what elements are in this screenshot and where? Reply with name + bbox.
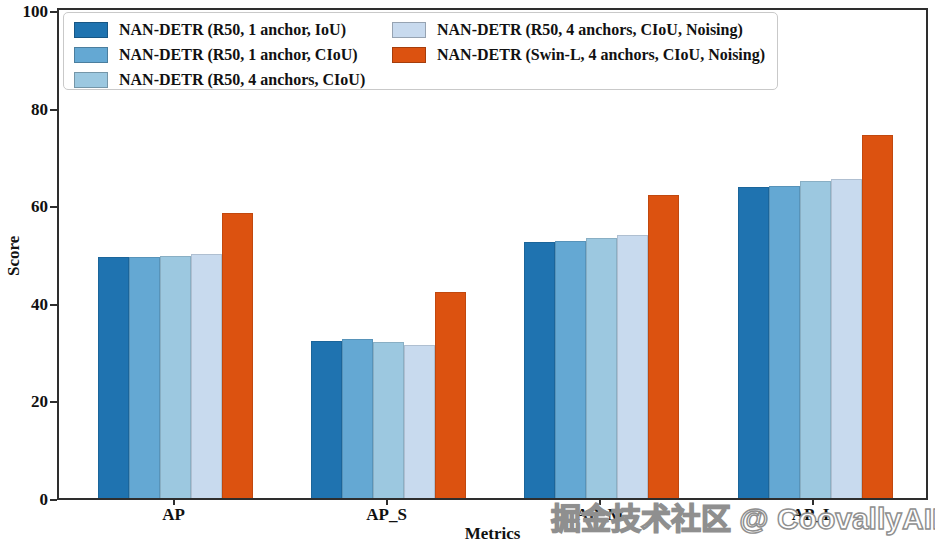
legend-swatch-icon [74, 47, 108, 63]
bar-AP_L-series1 [738, 187, 769, 498]
legend-label: NAN-DETR (R50, 1 anchor, CIoU) [119, 46, 358, 64]
bar-AP_M-series1 [524, 242, 555, 498]
y-tick [50, 401, 57, 403]
legend-swatch-icon [392, 47, 426, 63]
y-tick [50, 206, 57, 208]
legend-column-1: NAN-DETR (R50, 1 anchor, IoU) NAN-DETR (R… [74, 17, 365, 92]
y-tick-label-80: 80 [0, 99, 48, 121]
legend-item-2: NAN-DETR (R50, 1 anchor, CIoU) [74, 42, 365, 67]
legend-item-4: NAN-DETR (R50, 4 anchors, CIoU, Noising) [392, 17, 765, 42]
legend-swatch-icon [74, 72, 108, 88]
legend-swatch-icon [74, 22, 108, 38]
watermark: 掘金技术社区 @ CoovallyAIHub [551, 494, 935, 538]
legend-label: NAN-DETR (Swin-L, 4 anchors, CIoU, Noisi… [437, 46, 765, 64]
legend-column-2: NAN-DETR (R50, 4 anchors, CIoU, Noising)… [392, 17, 765, 67]
legend-label: NAN-DETR (R50, 4 anchors, CIoU) [119, 71, 365, 89]
bar-chart-figure: Score Metrics NAN-DETR (R50, 1 anchor, I… [0, 0, 935, 546]
y-tick [50, 499, 57, 501]
y-tick [50, 109, 57, 111]
bar-AP_S-series2 [342, 339, 373, 498]
bar-AP_M-series2 [555, 241, 586, 498]
bar-AP_L-series4 [831, 179, 862, 498]
bar-AP_S-series1 [311, 341, 342, 498]
bar-AP-series3 [160, 256, 191, 498]
legend-swatch-icon [392, 22, 426, 38]
y-tick-label-0: 0 [0, 489, 48, 511]
legend-item-5: NAN-DETR (Swin-L, 4 anchors, CIoU, Noisi… [392, 42, 765, 67]
y-tick [50, 11, 57, 13]
y-tick-label-60: 60 [0, 196, 48, 218]
bar-AP-series1 [98, 257, 129, 498]
bar-AP_L-series5 [862, 135, 893, 498]
x-tick-label-AP_S: AP_S [317, 505, 457, 525]
bar-AP_S-series5 [435, 292, 466, 498]
bar-AP_S-series3 [373, 342, 404, 498]
bar-AP_M-series3 [586, 238, 617, 498]
bar-AP-series5 [222, 213, 253, 498]
legend-item-3: NAN-DETR (R50, 4 anchors, CIoU) [74, 67, 365, 92]
y-tick [50, 304, 57, 306]
bar-AP_M-series5 [648, 195, 679, 498]
bar-AP_S-series4 [404, 345, 435, 498]
y-tick-label-20: 20 [0, 391, 48, 413]
legend-label: NAN-DETR (R50, 4 anchors, CIoU, Noising) [437, 21, 743, 39]
bar-AP_M-series4 [617, 235, 648, 498]
legend-item-1: NAN-DETR (R50, 1 anchor, IoU) [74, 17, 365, 42]
y-tick-label-100: 100 [0, 1, 48, 23]
y-tick-label-40: 40 [0, 294, 48, 316]
bar-AP-series4 [191, 254, 222, 498]
legend: NAN-DETR (R50, 1 anchor, IoU) NAN-DETR (R… [63, 12, 778, 90]
bar-AP_L-series2 [769, 186, 800, 498]
legend-label: NAN-DETR (R50, 1 anchor, IoU) [119, 21, 346, 39]
bar-AP-series2 [129, 257, 160, 498]
x-tick-label-AP: AP [104, 505, 244, 525]
bar-AP_L-series3 [800, 181, 831, 498]
